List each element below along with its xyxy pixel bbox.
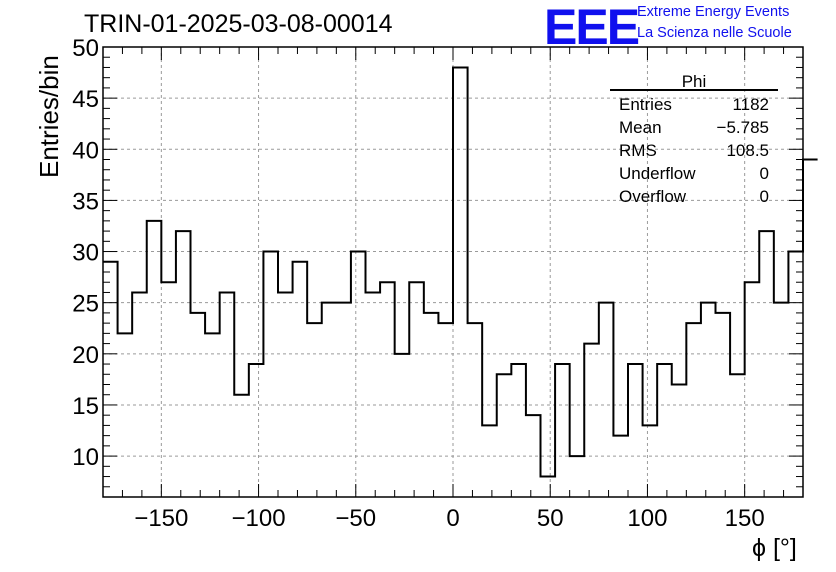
histogram-bin bbox=[424, 313, 439, 497]
histogram-bin bbox=[205, 333, 220, 497]
y-tick-label: 20 bbox=[72, 342, 99, 369]
histogram-bin bbox=[147, 221, 162, 497]
logo-line-1: Extreme Energy Events bbox=[637, 4, 790, 20]
logo-line-2: La Scienza nelle Scuole bbox=[637, 25, 792, 41]
histogram-bin bbox=[672, 385, 687, 498]
stats-value: 0 bbox=[760, 187, 769, 206]
stats-value: 0 bbox=[760, 164, 769, 183]
x-tick-label: 100 bbox=[627, 505, 667, 532]
y-tick-label: 10 bbox=[72, 444, 99, 471]
y-tick-label: 45 bbox=[72, 86, 99, 113]
histogram-bin bbox=[409, 282, 424, 497]
stats-label: Overflow bbox=[619, 187, 687, 206]
histogram-bin bbox=[803, 160, 818, 498]
histogram-bin bbox=[263, 252, 278, 497]
stats-box: Phi Entries 1182 Mean −5.785 RMS 108.5 Underflo… bbox=[610, 72, 778, 206]
plot-title: TRIN-01-2025-03-08-00014 bbox=[84, 10, 393, 38]
histogram-outline bbox=[103, 66, 818, 478]
x-tick-label: −50 bbox=[335, 505, 376, 532]
stats-label: Underflow bbox=[619, 164, 696, 183]
histogram-bin bbox=[103, 262, 118, 497]
x-tick-label: −150 bbox=[134, 505, 188, 532]
histogram-bin bbox=[643, 425, 658, 497]
histogram-series bbox=[103, 66, 818, 498]
histogram-bin bbox=[293, 262, 308, 497]
histogram-bin bbox=[322, 303, 337, 497]
y-tick-label: 40 bbox=[72, 137, 99, 164]
histogram-bin bbox=[220, 292, 235, 497]
histogram-bin bbox=[366, 292, 381, 497]
histogram-bin bbox=[118, 333, 133, 497]
histogram-bin bbox=[161, 282, 176, 497]
histogram-bin bbox=[249, 364, 264, 497]
histogram-bin bbox=[570, 456, 585, 497]
stats-label: RMS bbox=[619, 141, 657, 160]
histogram-bin bbox=[745, 282, 760, 497]
eee-logo: EEE bbox=[544, 0, 640, 55]
histogram-bin bbox=[774, 303, 789, 497]
axis-ticks bbox=[102, 46, 804, 498]
histogram-bin bbox=[482, 425, 497, 497]
x-axis-label: ϕ [°] bbox=[752, 534, 797, 562]
histogram-bin bbox=[657, 364, 672, 497]
histogram-bin bbox=[628, 364, 643, 497]
histogram-bin bbox=[234, 395, 249, 497]
x-tick-label: 50 bbox=[537, 505, 564, 532]
y-tick-label: 15 bbox=[72, 393, 99, 420]
histogram-bin bbox=[686, 323, 701, 497]
histogram-bin bbox=[759, 231, 774, 497]
histogram-bin bbox=[395, 354, 410, 497]
histogram-bin bbox=[453, 67, 468, 497]
stats-label: Mean bbox=[619, 118, 662, 137]
x-tick-label: 0 bbox=[446, 505, 459, 532]
histogram-bin bbox=[584, 344, 599, 497]
x-tick-label: 150 bbox=[725, 505, 765, 532]
histogram-bin bbox=[380, 282, 395, 497]
y-tick-label: 50 bbox=[72, 35, 99, 62]
histogram-bin bbox=[526, 415, 541, 497]
stats-label: Entries bbox=[619, 95, 672, 114]
histogram-bin bbox=[613, 436, 628, 497]
histogram-bin bbox=[468, 323, 483, 497]
tick-labels: −150 −100 −50 0 50 100 150 10 15 20 25 30 35 40 45 50 bbox=[72, 35, 764, 532]
y-tick-label: 35 bbox=[72, 188, 99, 215]
x-tick-label: −100 bbox=[232, 505, 286, 532]
histogram-bin bbox=[278, 292, 293, 497]
histogram-bin bbox=[511, 364, 526, 497]
stats-value: 1182 bbox=[732, 95, 769, 114]
histogram-bin bbox=[599, 303, 614, 497]
histogram-bin bbox=[541, 477, 556, 497]
histogram-bin bbox=[497, 374, 512, 497]
stats-name: Phi bbox=[682, 72, 707, 91]
y-tick-label: 25 bbox=[72, 291, 99, 318]
histogram-bin bbox=[351, 252, 366, 497]
histogram-bin bbox=[438, 323, 453, 497]
histogram-bin bbox=[336, 303, 351, 497]
histogram-bin bbox=[730, 374, 745, 497]
histogram-bin bbox=[132, 292, 147, 497]
histogram-bin bbox=[716, 313, 731, 497]
stats-value: −5.785 bbox=[717, 118, 769, 137]
histogram-bin bbox=[701, 303, 716, 497]
stats-value: 108.5 bbox=[726, 141, 769, 160]
y-tick-label: 30 bbox=[72, 240, 99, 267]
histogram-bin bbox=[176, 231, 191, 497]
histogram-bin bbox=[555, 364, 570, 497]
histogram-bin bbox=[307, 323, 322, 497]
histogram-bin bbox=[191, 313, 206, 497]
